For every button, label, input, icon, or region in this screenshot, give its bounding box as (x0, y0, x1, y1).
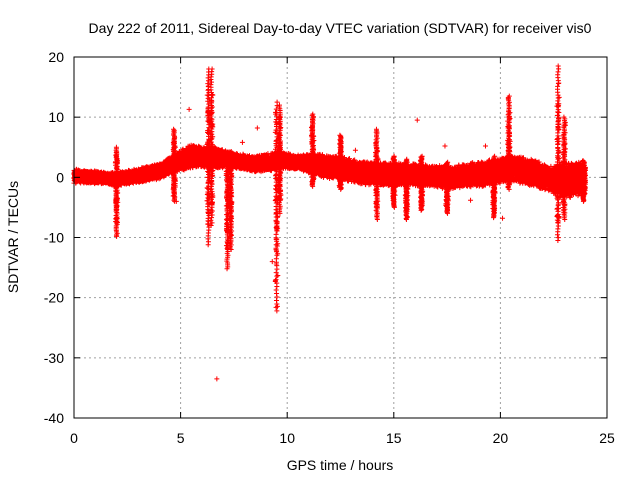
data-points (71, 63, 588, 382)
